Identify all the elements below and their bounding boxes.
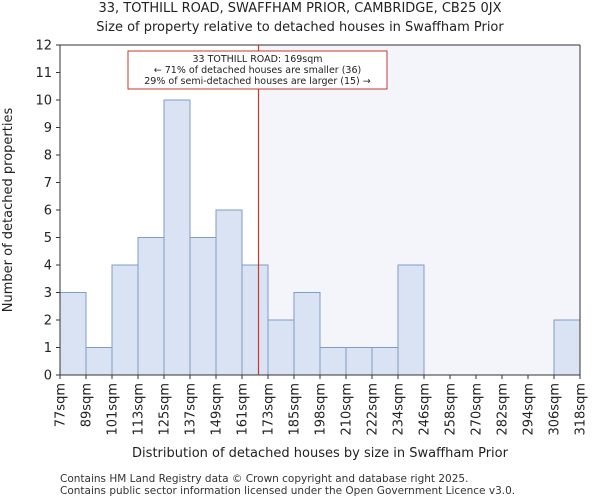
x-tick-label: 137sqm [184,383,199,436]
x-tick-label: 246sqm [418,383,433,436]
y-tick-label: 0 [44,369,52,384]
y-tick-label: 3 [44,286,52,301]
x-tick-label: 125sqm [158,383,173,436]
footer-copyright: Contains HM Land Registry data © Crown c… [60,473,469,485]
x-tick-label: 113sqm [132,383,147,436]
y-tick-label: 8 [44,149,52,164]
histogram-bar [163,99,191,376]
histogram-bar [267,319,295,376]
y-tick-label: 4 [44,259,52,274]
y-tick-label: 6 [44,204,52,219]
histogram-bar [371,347,399,376]
x-tick-label: 234sqm [392,383,407,436]
x-tick-label: 282sqm [496,383,511,436]
x-axis-title: Distribution of detached houses by size … [132,446,509,461]
y-tick-label: 10 [35,94,52,109]
y-axis-title: Number of detached properties [1,108,16,313]
annotation-line: ← 71% of detached houses are smaller (36… [154,65,361,76]
x-tick-label: 101sqm [106,383,121,436]
y-tick-label: 7 [44,176,52,191]
x-tick-label: 89sqm [80,383,95,427]
y-tick-label: 11 [35,66,52,81]
chart-title: 33, TOTHILL ROAD, SWAFFHAM PRIOR, CAMBRI… [98,1,502,16]
y-tick-label: 9 [44,121,52,136]
annotation-line: 29% of semi-detached houses are larger (… [144,76,371,87]
x-tick-label: 149sqm [210,383,225,436]
histogram-bar [59,292,87,376]
x-tick-label: 198sqm [314,383,329,436]
y-tick-label: 5 [44,231,52,246]
histogram-bar [319,347,347,376]
footer-licence: Contains public sector information licen… [60,485,516,497]
histogram-bar [553,319,581,376]
annotation-line: 33 TOTHILL ROAD: 169sqm [192,54,322,65]
x-tick-label: 161sqm [236,383,251,436]
histogram-bar [215,209,243,376]
histogram-bar [189,237,217,376]
annotation-box [127,50,388,90]
x-tick-label: 77sqm [54,383,69,427]
x-tick-label: 306sqm [548,383,563,436]
histogram-bar [85,347,113,376]
chart-subtitle: Size of property relative to detached ho… [96,20,504,35]
x-tick-label: 210sqm [340,383,355,436]
x-tick-label: 185sqm [288,383,303,436]
x-tick-label: 173sqm [262,383,277,436]
histogram-bar [293,292,321,376]
y-tick-label: 12 [35,39,52,54]
histogram-bar [111,264,139,376]
histogram-bar [397,264,425,376]
histogram-bar [241,264,269,376]
x-tick-label: 318sqm [574,383,589,436]
x-tick-label: 222sqm [366,383,381,436]
x-tick-label: 270sqm [470,383,485,436]
x-tick-label: 258sqm [444,383,459,436]
histogram-bar [345,347,373,376]
y-tick-label: 2 [44,314,52,329]
histogram-bar [137,237,165,376]
y-tick-label: 1 [44,341,52,356]
x-tick-label: 294sqm [522,383,537,436]
